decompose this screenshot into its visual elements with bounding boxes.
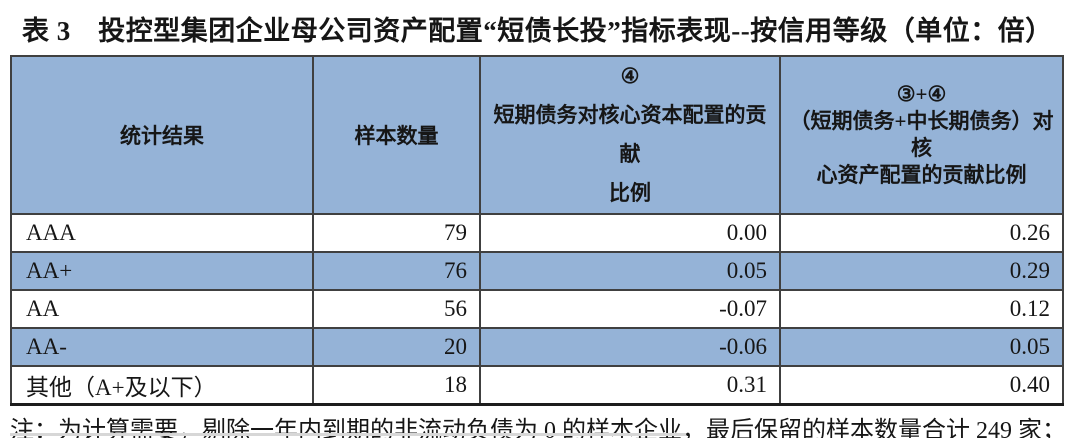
header-label: 心资产配置的贡献比例 [816,163,1027,187]
short-debt-ratio-cell: 0.31 [479,365,781,405]
header-row: 统计结果 样本数量 ④ 短期债务对核心资本配置的贡献 比例 ③+④ （短期债务+… [10,55,1064,215]
total-debt-ratio-cell: 0.29 [779,251,1064,291]
rating-cell: AA- [10,327,314,367]
stats-table: 统计结果 样本数量 ④ 短期债务对核心资本配置的贡献 比例 ③+④ （短期债务+… [10,55,1064,406]
bottom-divider [10,433,686,436]
table-row-aa: AA 56 -0.07 0.12 [10,289,1064,329]
table-row-other: 其他（A+及以下） 18 0.31 0.40 [10,365,1064,405]
table-row-aa-minus: AA- 20 -0.06 0.05 [10,327,1064,367]
short-debt-ratio-cell: 0.00 [479,213,781,253]
rating-cell: AA+ [10,251,314,291]
header-label: （短期债务+中长期债务）对核 [789,109,1054,160]
total-debt-ratio-cell: 0.05 [779,327,1064,367]
circled-3-plus-4-marker: ③+④ [896,82,947,106]
table-footnote: 注：为计算需要，剔除一年内到期的非流动负债为 0 的样本企业，最后保留的样本数量… [10,417,1066,438]
sample-count-cell: 20 [312,327,481,367]
sample-count-cell: 79 [312,213,481,253]
header-sample-count: 样本数量 [312,55,481,215]
sample-count-cell: 56 [312,289,481,329]
rating-cell: AA [10,289,314,329]
short-debt-ratio-cell: 0.05 [479,251,781,291]
total-debt-ratio-cell: 0.12 [779,289,1064,329]
header-short-debt-ratio: ④ 短期债务对核心资本配置的贡献 比例 [479,55,781,215]
table-row-aaa: AAA 79 0.00 0.26 [10,213,1064,253]
rating-cell: 其他（A+及以下） [10,365,314,405]
rating-cell: AAA [10,213,314,253]
sample-count-cell: 18 [312,365,481,405]
header-label: 统计结果 [120,124,204,148]
header-label: 样本数量 [354,124,439,148]
header-stat-result: 统计结果 [10,55,314,215]
header-label: 比例 [609,181,651,205]
total-debt-ratio-cell: 0.26 [779,213,1064,253]
short-debt-ratio-cell: -0.06 [479,327,781,367]
sample-count-cell: 76 [312,251,481,291]
table-title: 表 3 投控型集团企业母公司资产配置“短债长投”指标表现--按信用等级（单位：倍… [22,16,1053,46]
header-total-debt-ratio: ③+④ （短期债务+中长期债务）对核 心资产配置的贡献比例 [779,55,1064,215]
short-debt-ratio-cell: -0.07 [479,289,781,329]
circled-4-marker: ④ [620,64,640,88]
total-debt-ratio-cell: 0.40 [779,365,1064,405]
header-label: 短期债务对核心资本配置的贡献 [493,103,767,166]
table-row-aa-plus: AA+ 76 0.05 0.29 [10,251,1064,291]
